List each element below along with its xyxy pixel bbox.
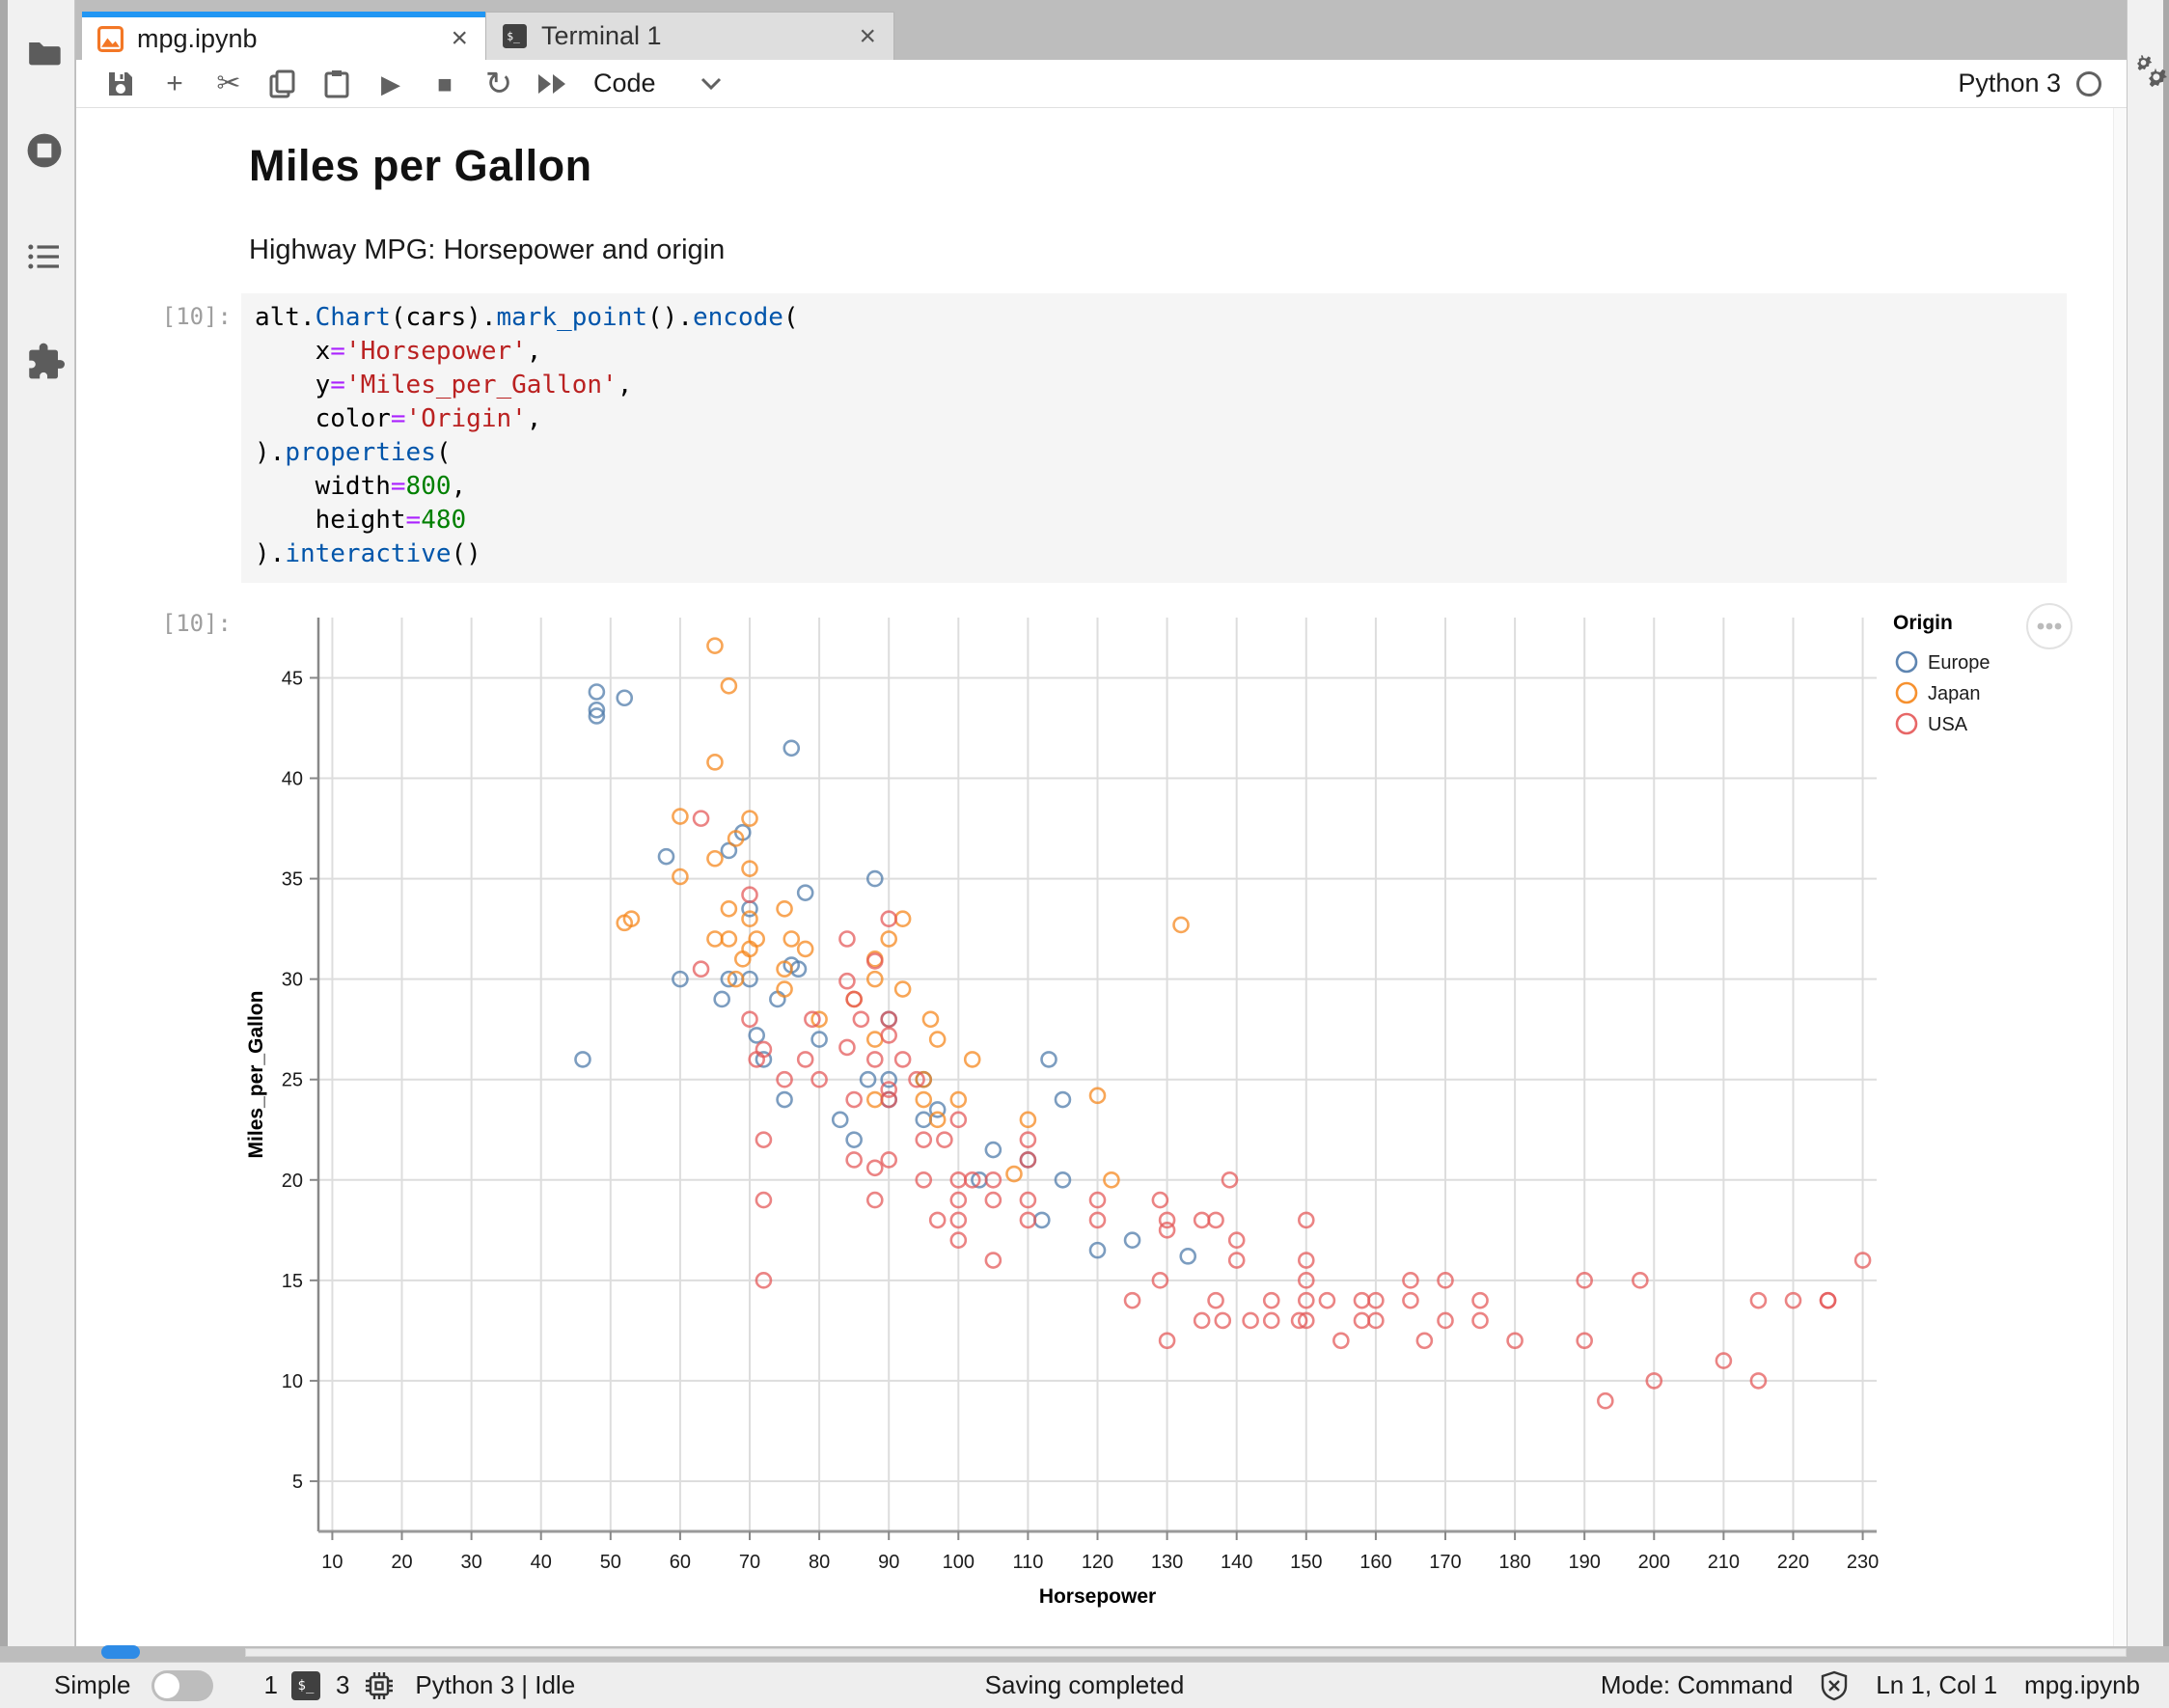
run-icon[interactable]: ▶ <box>381 69 400 98</box>
dock-tab-bar: mpg.ipynb × $_ Terminal 1 × <box>76 0 2127 60</box>
cell-type-value: Code <box>593 69 656 97</box>
cursor-position: Ln 1, Col 1 <box>1876 1670 1998 1699</box>
copy-cells-icon[interactable] <box>256 63 310 105</box>
markdown-heading: Miles per Gallon <box>249 141 592 190</box>
command-mode-indicator[interactable]: Mode: Command <box>1600 1670 1794 1699</box>
statusbar-filename: mpg.ipynb <box>2024 1670 2140 1699</box>
kernel-status[interactable]: Python 3 | Idle <box>415 1670 576 1699</box>
notebook-toolbar: + ✂ ▶ ■ ↻ Code Python 3 <box>76 60 2127 108</box>
kernel-status-icon <box>2076 70 2101 96</box>
close-icon[interactable]: × <box>451 22 468 54</box>
file-browser-icon[interactable] <box>23 31 66 73</box>
notebook-scrollbar[interactable] <box>2113 108 2127 1646</box>
simple-mode-label: Simple <box>54 1670 131 1699</box>
kernel-chip-icon[interactable] <box>365 1671 394 1700</box>
terminal-icon[interactable]: $_ <box>290 1670 320 1700</box>
output-prompt: [10]: <box>161 610 232 637</box>
table-of-contents-icon[interactable] <box>23 235 66 278</box>
window-edge-right <box>2163 0 2169 1662</box>
terminal-icon: $_ <box>503 24 527 48</box>
kernel-name: Python 3 <box>1958 69 2061 97</box>
paste-cells-icon[interactable] <box>310 63 364 105</box>
close-icon[interactable]: × <box>859 19 876 52</box>
right-activity-bar <box>2127 0 2169 1662</box>
tab-label: mpg.ipynb <box>137 23 258 53</box>
code-editor[interactable]: alt.Chart(cars).mark_point().encode( x='… <box>255 303 799 568</box>
notebook-icon <box>97 25 124 52</box>
toggle-knob <box>154 1672 180 1698</box>
extension-manager-icon[interactable] <box>23 340 66 382</box>
status-bar: Simple 1 $_ 3 Python 3 | Idle Saving com… <box>0 1662 2169 1708</box>
cut-cells-icon[interactable]: ✂ <box>216 67 241 99</box>
horizontal-scrollbar[interactable] <box>245 1648 2127 1657</box>
cell-type-dropdown[interactable]: Code <box>593 69 722 98</box>
chevron-down-icon <box>700 77 721 90</box>
left-activity-bar <box>0 0 75 1662</box>
restart-kernel-icon[interactable]: ↻ <box>484 65 513 102</box>
status-message: Saving completed <box>984 1670 1185 1699</box>
kernels-count: 3 <box>335 1670 350 1699</box>
terminals-count: 1 <box>263 1670 278 1699</box>
tab-mpg-ipynb[interactable]: mpg.ipynb × <box>82 12 485 60</box>
trust-shield-icon <box>1822 1670 1848 1700</box>
run-all-icon[interactable] <box>526 63 580 105</box>
svg-text:$_: $_ <box>507 30 520 43</box>
save-icon[interactable] <box>94 63 148 105</box>
kernel-switcher[interactable]: Python 3 <box>1958 69 2101 98</box>
scroll-indicator[interactable] <box>101 1645 140 1659</box>
input-prompt: [10]: <box>161 303 232 330</box>
running-kernels-icon[interactable] <box>23 129 66 172</box>
tab-terminal-1[interactable]: $_ Terminal 1 × <box>485 12 894 60</box>
stop-icon[interactable]: ■ <box>437 69 453 98</box>
tab-label: Terminal 1 <box>541 21 662 50</box>
property-inspector-gears-icon[interactable] <box>2129 50 2169 93</box>
markdown-subtitle: Highway MPG: Horsepower and origin <box>249 234 726 265</box>
simple-mode-toggle[interactable] <box>151 1669 214 1701</box>
add-cell-icon[interactable]: + <box>166 67 183 99</box>
code-cell[interactable] <box>241 293 2067 583</box>
window-edge <box>0 0 8 1662</box>
